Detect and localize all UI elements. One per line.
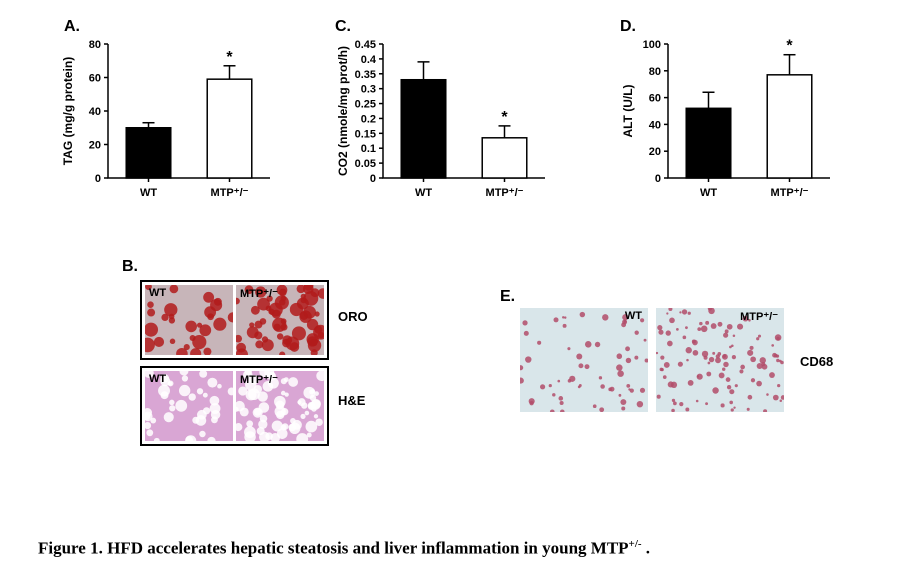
panel-d-label: D. (620, 18, 636, 36)
histology-panel-e: WTMTP⁺/⁻CD68 (520, 308, 784, 412)
panel-e-label: E. (500, 288, 515, 306)
panel-c-label: C. (335, 18, 351, 36)
svg-text:MTP⁺/⁻: MTP⁺/⁻ (211, 187, 249, 199)
svg-text:0.45: 0.45 (355, 39, 376, 51)
svg-text:0.1: 0.1 (361, 143, 376, 155)
bar (767, 75, 812, 178)
histology-row: WT MTP⁺/⁻ (140, 280, 329, 360)
chart-alt: 0 20 40 60 80 100 WT * MTP⁺/⁻ ALT (U/L) (620, 36, 840, 216)
histology-row: WT MTP⁺/⁻ (140, 366, 329, 446)
bar (401, 80, 446, 178)
stain-label: CD68 (800, 354, 833, 369)
histology-image: WT (520, 308, 648, 412)
svg-text:CO2 (nmole/mg prot/h): CO2 (nmole/mg prot/h) (336, 46, 350, 176)
svg-text:WT: WT (140, 187, 157, 199)
svg-text:WT: WT (700, 187, 717, 199)
histology-image: MTP⁺/⁻ (236, 285, 324, 355)
histology-panel-b: WTMTP⁺/⁻OROWTMTP⁺/⁻H&E (140, 280, 329, 452)
svg-text:20: 20 (89, 140, 101, 152)
svg-text:0.35: 0.35 (355, 69, 376, 81)
panel-a-label: A. (64, 18, 80, 36)
histology-row: WT MTP⁺/⁻ (520, 308, 784, 412)
panel-b-label: B. (122, 258, 138, 276)
svg-text:*: * (226, 49, 233, 66)
svg-text:*: * (786, 38, 793, 55)
svg-text:MTP⁺/⁻: MTP⁺/⁻ (486, 187, 524, 199)
chart-co2: 0 0.05 0.1 0.15 0.2 0.25 0.3 0.35 0.4 0.45 WT * MTP⁺… (335, 36, 555, 216)
caption-sup: +/- (629, 538, 642, 550)
bar (126, 128, 171, 178)
histology-inset-label: MTP⁺/⁻ (240, 287, 278, 300)
svg-text:0: 0 (95, 173, 101, 185)
stain-label: ORO (338, 309, 368, 324)
svg-text:40: 40 (89, 106, 101, 118)
svg-text:WT: WT (415, 187, 432, 199)
svg-text:60: 60 (89, 73, 101, 85)
svg-text:0: 0 (370, 173, 376, 185)
histology-image: WT (145, 371, 233, 441)
svg-text:ALT (U/L): ALT (U/L) (621, 84, 635, 137)
histology-inset-label: WT (149, 287, 166, 299)
svg-text:80: 80 (89, 39, 101, 51)
bar (686, 108, 731, 178)
svg-text:80: 80 (649, 66, 661, 78)
svg-text:MTP⁺/⁻: MTP⁺/⁻ (771, 187, 809, 199)
histology-inset-label: WT (149, 373, 166, 385)
chart-tag: 0 20 40 60 80 WT * MTP⁺/⁻ TAG (mg/g protein) (60, 36, 280, 216)
svg-text:0.2: 0.2 (361, 113, 376, 125)
svg-text:*: * (501, 109, 508, 126)
histology-image: MTP⁺/⁻ (236, 371, 324, 441)
svg-text:20: 20 (649, 146, 661, 158)
svg-text:0.4: 0.4 (361, 54, 377, 66)
histology-image: WT (145, 285, 233, 355)
caption-prefix: Figure 1. HFD accelerates hepatic steato… (38, 539, 629, 558)
bar (207, 79, 252, 178)
svg-text:0.15: 0.15 (355, 128, 376, 140)
svg-text:60: 60 (649, 93, 661, 105)
histology-inset-label: WT (625, 310, 642, 322)
figure-caption: Figure 1. HFD accelerates hepatic steato… (38, 538, 650, 559)
histology-inset-label: MTP⁺/⁻ (740, 310, 778, 323)
svg-text:100: 100 (643, 39, 661, 51)
bar (482, 138, 527, 178)
svg-text:40: 40 (649, 119, 661, 131)
caption-suffix: . (642, 539, 651, 558)
svg-text:TAG (mg/g protein): TAG (mg/g protein) (61, 57, 75, 165)
svg-text:0.25: 0.25 (355, 99, 376, 111)
stain-label: H&E (338, 393, 365, 408)
svg-text:0.3: 0.3 (361, 84, 376, 96)
svg-text:0: 0 (655, 173, 661, 185)
svg-text:0.05: 0.05 (355, 158, 376, 170)
histology-inset-label: MTP⁺/⁻ (240, 373, 278, 386)
histology-image: MTP⁺/⁻ (656, 308, 784, 412)
